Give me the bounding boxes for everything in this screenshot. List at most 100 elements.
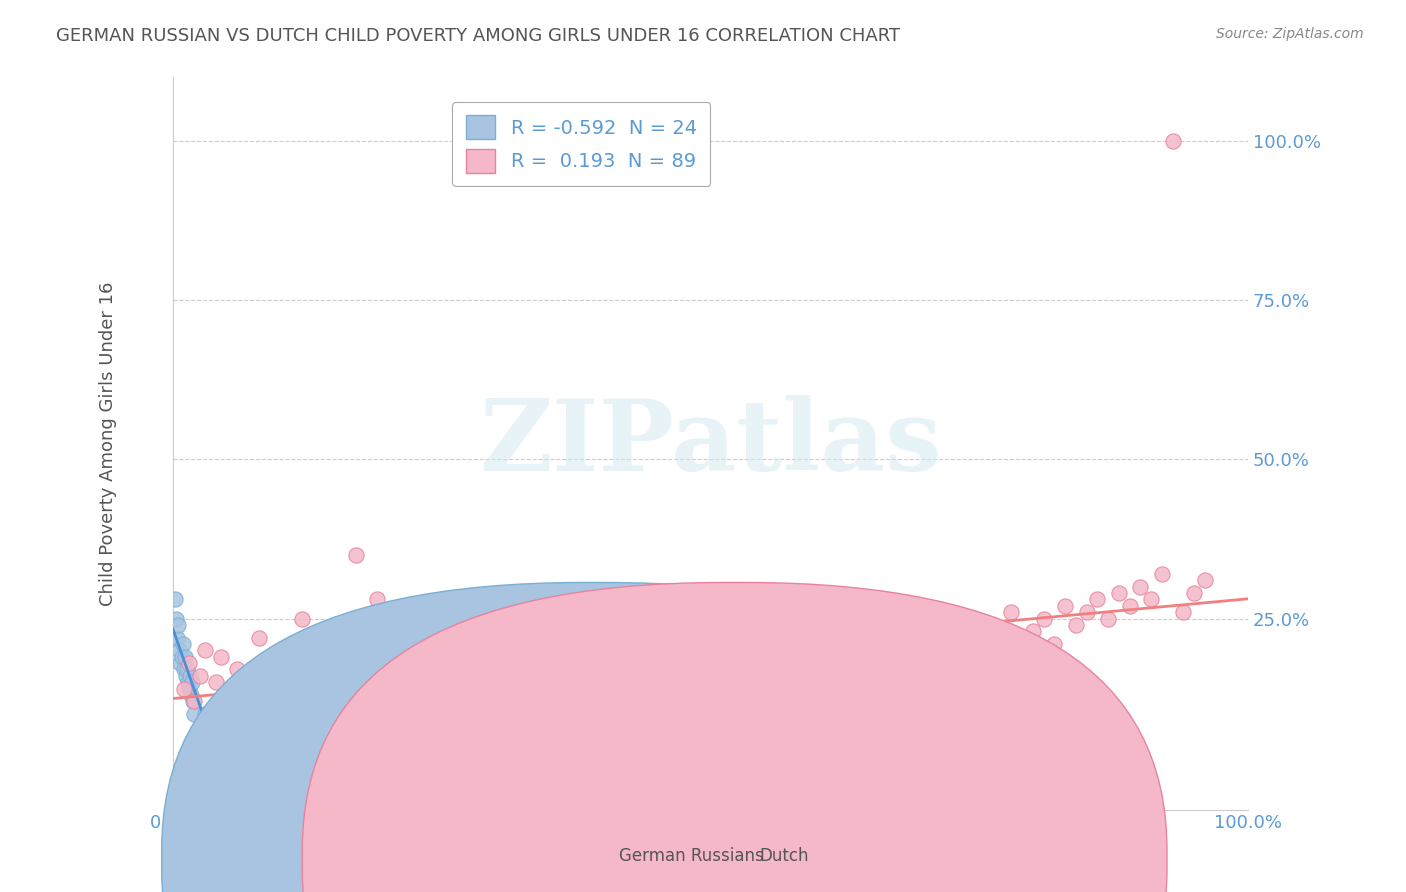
Point (1118, 599, 1140, 613)
Point (166, 631, 188, 645)
Point (165, 611, 187, 625)
Point (165, 592, 187, 607)
Point (581, 656, 603, 670)
Point (872, 624, 894, 639)
Point (914, 611, 936, 625)
Legend: R = -0.592  N = 24, R =  0.193  N = 89: R = -0.592 N = 24, R = 0.193 N = 89 (453, 102, 710, 186)
Point (1000, 605, 1022, 619)
Point (893, 675, 915, 690)
Point (226, 663, 249, 677)
Point (181, 675, 204, 690)
Point (215, 745, 238, 759)
Point (979, 656, 1001, 670)
Point (666, 656, 689, 670)
Point (904, 637, 927, 651)
Point (173, 681, 195, 696)
Point (935, 663, 957, 677)
Point (194, 707, 217, 722)
Point (205, 675, 228, 690)
Point (624, 669, 647, 683)
Point (634, 681, 657, 696)
Point (1011, 643, 1033, 657)
Point (785, 681, 807, 696)
Point (366, 592, 388, 607)
Point (1097, 611, 1119, 625)
Point (269, 649, 291, 664)
Point (516, 624, 538, 639)
Point (548, 688, 571, 702)
Point (657, 688, 679, 702)
Point (1054, 599, 1077, 613)
Point (860, 681, 883, 696)
Point (209, 649, 232, 664)
Point (356, 669, 378, 683)
Point (613, 643, 636, 657)
Point (763, 637, 786, 651)
Point (323, 694, 346, 708)
Point (1064, 618, 1087, 632)
Point (560, 675, 582, 690)
Point (177, 675, 200, 690)
Point (333, 637, 356, 651)
Text: German Russians: German Russians (619, 847, 763, 865)
Text: Source: ZipAtlas.com: Source: ZipAtlas.com (1216, 27, 1364, 41)
Point (419, 707, 441, 722)
Point (200, 707, 222, 722)
Point (796, 611, 818, 625)
Point (602, 694, 624, 708)
Point (238, 700, 260, 714)
Point (527, 700, 550, 714)
Point (592, 618, 614, 632)
Point (484, 720, 506, 734)
Point (839, 669, 862, 683)
Point (1173, 605, 1195, 619)
Point (495, 643, 517, 657)
Point (441, 681, 464, 696)
Point (388, 643, 411, 657)
Point (775, 656, 797, 670)
Point (1182, 586, 1205, 600)
Text: ZIPatlas: ZIPatlas (479, 395, 942, 492)
Point (398, 675, 420, 690)
Point (645, 649, 668, 664)
Point (925, 649, 948, 664)
Point (463, 694, 485, 708)
Point (430, 656, 453, 670)
Point (817, 688, 839, 702)
Point (451, 649, 474, 664)
Point (731, 707, 754, 722)
Point (173, 649, 195, 664)
Text: GERMAN RUSSIAN VS DUTCH CHILD POVERTY AMONG GIRLS UNDER 16 CORRELATION CHART: GERMAN RUSSIAN VS DUTCH CHILD POVERTY AM… (56, 27, 900, 45)
Point (177, 681, 200, 696)
Point (344, 548, 367, 562)
Point (474, 669, 496, 683)
Point (183, 694, 205, 708)
Point (721, 663, 744, 677)
Point (1108, 586, 1130, 600)
Point (828, 631, 851, 645)
Point (194, 643, 217, 657)
Point (957, 643, 980, 657)
Point (183, 694, 205, 708)
Point (1194, 574, 1216, 588)
Point (377, 688, 399, 702)
Point (571, 707, 593, 722)
Point (946, 631, 969, 645)
Point (188, 720, 211, 734)
Point (1022, 624, 1045, 639)
Point (177, 656, 200, 670)
Point (170, 649, 193, 664)
Point (849, 643, 872, 657)
Point (169, 643, 191, 657)
Point (200, 732, 222, 747)
Point (173, 663, 195, 677)
Point (506, 675, 529, 690)
Point (179, 669, 201, 683)
Point (1140, 592, 1163, 607)
Point (174, 669, 197, 683)
Point (215, 688, 238, 702)
Y-axis label: Child Poverty Among Girls Under 16: Child Poverty Among Girls Under 16 (100, 281, 117, 606)
Point (409, 631, 432, 645)
Point (312, 656, 335, 670)
Point (176, 663, 198, 677)
